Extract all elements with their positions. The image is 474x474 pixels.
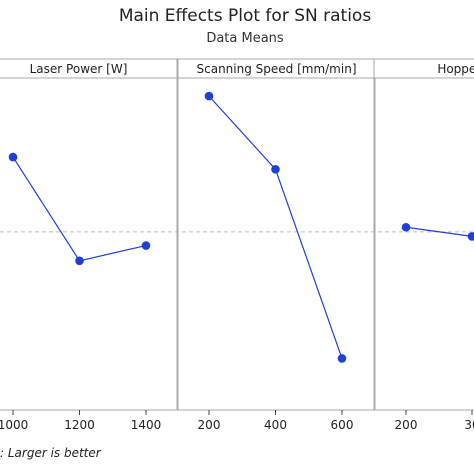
series-line (208, 95, 343, 359)
panel-frame (373, 77, 474, 411)
data-point (271, 165, 280, 174)
panel-header-label: Hopper Spe (437, 62, 474, 76)
panel-header-label: Scanning Speed [mm/min] (197, 62, 357, 76)
panel-frame (177, 77, 376, 411)
data-point (467, 232, 474, 241)
series-line (12, 156, 147, 262)
chart-subtitle: Data Means (206, 31, 284, 46)
series-line (405, 226, 473, 237)
panel-header-label: Laser Power [W] (30, 62, 128, 76)
data-point (204, 91, 214, 101)
x-tick-label: 1200 (64, 418, 95, 432)
x-tick-label: 200 (395, 418, 418, 432)
x-tick-label: 400 (264, 418, 287, 432)
data-point (337, 354, 347, 363)
x-tick-label: 30 (464, 418, 474, 432)
data-point (8, 152, 18, 162)
panel-frame (0, 77, 178, 411)
x-tick-label: 200 (198, 418, 221, 432)
x-tick-label: 1400 (131, 418, 162, 432)
chart-title: Main Effects Plot for SN ratios (118, 6, 372, 26)
data-point (401, 222, 411, 232)
x-tick-label: 600 (331, 418, 354, 432)
x-tick-label: 1000 (0, 418, 28, 432)
data-point (141, 241, 151, 250)
data-point (75, 256, 84, 266)
footnote: : Larger is better (0, 446, 101, 460)
